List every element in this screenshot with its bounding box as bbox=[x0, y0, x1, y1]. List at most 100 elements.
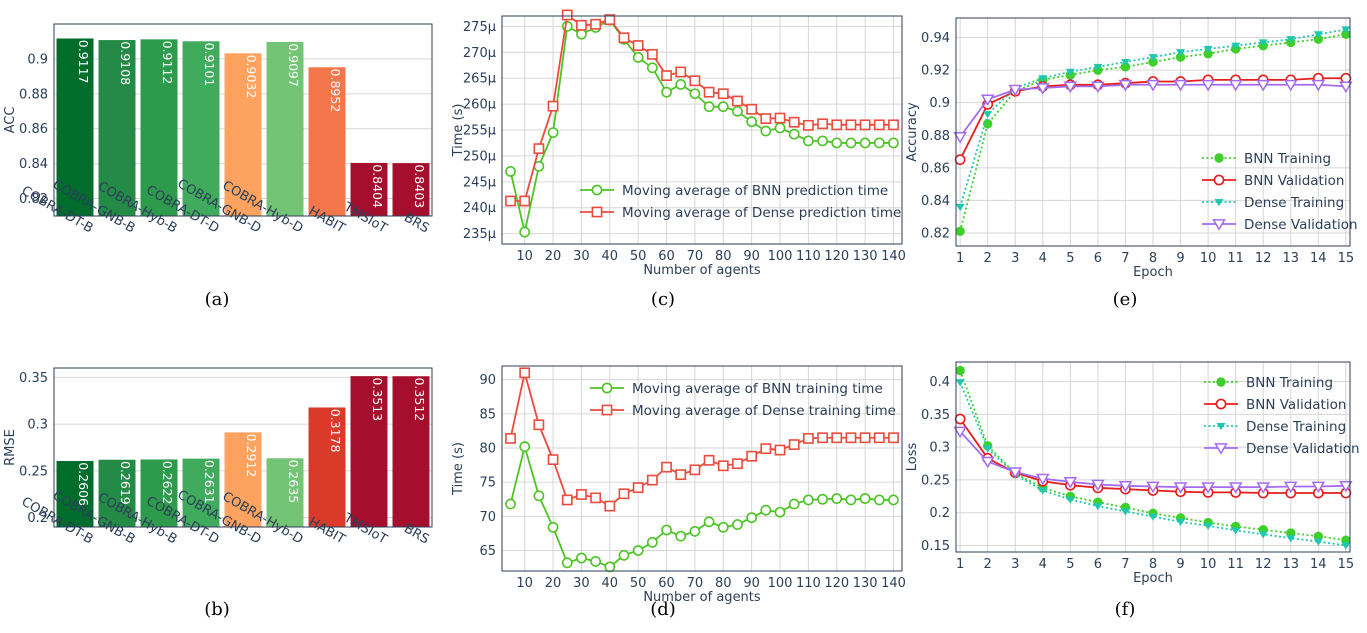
y-tick-label: 80 bbox=[479, 442, 496, 457]
data-point bbox=[831, 119, 843, 131]
y-tick-label: 0.25 bbox=[19, 464, 48, 479]
data-point bbox=[873, 137, 885, 149]
data-point bbox=[1311, 481, 1326, 494]
data-point bbox=[604, 14, 616, 26]
bar bbox=[350, 376, 388, 527]
panel-caption: (b) bbox=[204, 599, 230, 620]
bar-value-label: 0.2912 bbox=[244, 434, 259, 478]
y-axis-label: Loss bbox=[905, 443, 920, 472]
data-point bbox=[703, 86, 715, 98]
data-point bbox=[505, 498, 516, 510]
legend-entry: BNN Validation bbox=[1244, 173, 1344, 189]
data-point bbox=[1173, 79, 1188, 92]
data-point bbox=[1216, 422, 1226, 431]
legend-entry: Dense Validation bbox=[1246, 441, 1360, 457]
data-point bbox=[888, 432, 899, 444]
data-point bbox=[1176, 518, 1186, 527]
legend-entry: BNN Training bbox=[1244, 151, 1331, 167]
x-axis-label: Epoch bbox=[1133, 265, 1173, 280]
data-point bbox=[953, 426, 967, 439]
panel-caption: (a) bbox=[205, 289, 230, 310]
data-point bbox=[845, 119, 857, 131]
series-line bbox=[509, 371, 894, 507]
data-point bbox=[788, 439, 800, 450]
x-tick-label: 40 bbox=[602, 576, 619, 591]
data-point bbox=[760, 504, 772, 516]
data-point bbox=[601, 382, 613, 394]
data-point bbox=[547, 454, 559, 466]
data-point bbox=[646, 536, 658, 548]
data-point bbox=[533, 143, 545, 155]
x-tick-label: 130 bbox=[853, 576, 878, 591]
legend-entry: BNN Training bbox=[1246, 375, 1333, 391]
data-point bbox=[955, 226, 965, 237]
y-tick-label: 0.84 bbox=[19, 157, 48, 172]
data-point bbox=[888, 119, 899, 131]
x-tick-label: 11 bbox=[1227, 557, 1244, 572]
data-point bbox=[845, 432, 857, 444]
y-tick-label: 75 bbox=[479, 476, 496, 491]
plot-area bbox=[502, 366, 902, 571]
legend-entry: Moving average of BNN prediction time bbox=[622, 183, 888, 199]
data-point bbox=[590, 18, 602, 30]
data-point bbox=[1216, 377, 1226, 387]
data-point bbox=[732, 519, 743, 530]
bar bbox=[266, 458, 304, 527]
y-tick-label: 0.3 bbox=[929, 441, 950, 456]
bar bbox=[308, 407, 346, 527]
x-tick-label: 4 bbox=[1039, 251, 1047, 266]
data-point bbox=[675, 66, 687, 78]
y-tick-label: 0.88 bbox=[19, 87, 48, 102]
y-tick-label: 250μ bbox=[463, 149, 496, 164]
x-tick-label: 2 bbox=[984, 557, 992, 572]
x-tick-label: 15 bbox=[1338, 557, 1355, 572]
x-tick-label: 10 bbox=[516, 249, 533, 264]
data-point bbox=[661, 70, 672, 81]
data-point bbox=[1231, 527, 1241, 535]
data-point bbox=[1256, 482, 1271, 494]
y-tick-label: 275μ bbox=[463, 20, 496, 35]
data-point bbox=[1339, 81, 1353, 94]
data-point bbox=[604, 500, 616, 512]
data-point bbox=[646, 474, 658, 486]
data-point bbox=[604, 561, 616, 573]
data-point bbox=[1118, 79, 1133, 92]
bar-value-label: 0.2622 bbox=[160, 461, 175, 505]
x-tick-label: 11 bbox=[1227, 251, 1244, 266]
data-point bbox=[831, 137, 843, 149]
data-point bbox=[590, 556, 602, 567]
data-point bbox=[1214, 198, 1224, 207]
x-tick-label: 40 bbox=[602, 249, 619, 264]
data-point bbox=[591, 206, 603, 218]
data-point bbox=[1258, 531, 1268, 539]
legend-entry: BNN Validation bbox=[1246, 397, 1346, 413]
bar bbox=[56, 460, 94, 527]
y-axis-label: RMSE bbox=[3, 429, 18, 466]
data-point bbox=[802, 494, 814, 506]
data-point bbox=[533, 419, 545, 431]
data-point bbox=[817, 135, 828, 147]
legend: BNN Training BNN Validation Dense Training… bbox=[1202, 151, 1358, 233]
data-point bbox=[661, 86, 672, 98]
data-point bbox=[703, 454, 715, 466]
data-point bbox=[1038, 487, 1048, 495]
data-point bbox=[703, 101, 715, 113]
data-point bbox=[1214, 153, 1224, 163]
data-point bbox=[618, 32, 630, 44]
bar bbox=[350, 162, 388, 216]
data-point bbox=[802, 135, 814, 147]
bar-value-label: 0.9097 bbox=[286, 43, 301, 87]
panel-caption: (c) bbox=[651, 289, 675, 310]
data-point bbox=[1201, 482, 1215, 494]
y-tick-label: 0.82 bbox=[19, 192, 48, 207]
data-point bbox=[859, 137, 871, 149]
data-point bbox=[632, 545, 644, 556]
data-point bbox=[732, 458, 743, 470]
data-point bbox=[1035, 83, 1050, 95]
data-point bbox=[632, 40, 644, 51]
x-axis-label: Epoch bbox=[1133, 571, 1173, 586]
bar-chart-0: 0.820.840.860.880.9ACC0.9117COBRA-DT-B0.… bbox=[3, 23, 433, 236]
series-line bbox=[959, 33, 1347, 232]
data-point bbox=[646, 48, 658, 60]
data-point bbox=[1286, 36, 1296, 44]
